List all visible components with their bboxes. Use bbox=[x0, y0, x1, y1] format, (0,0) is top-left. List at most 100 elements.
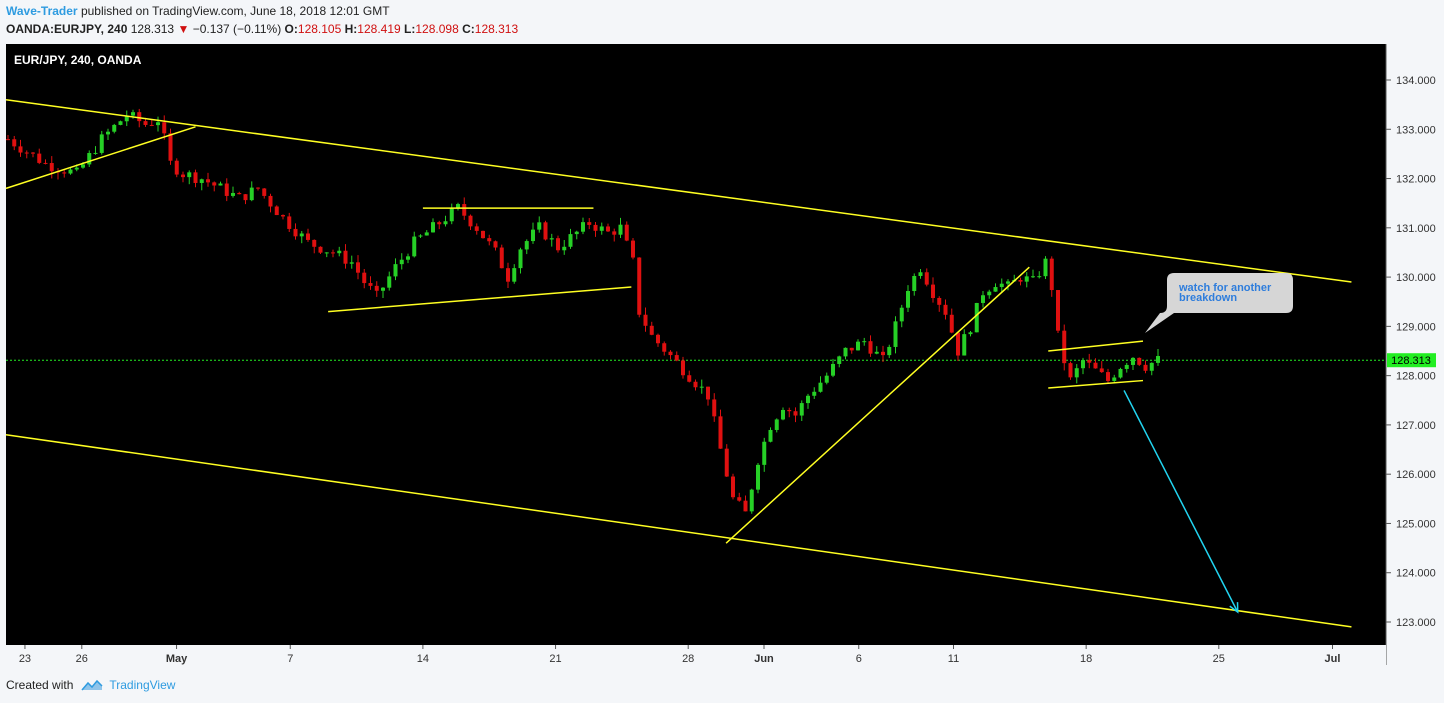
candle-body bbox=[637, 257, 642, 315]
annotation-callout[interactable]: watch for another breakdown bbox=[1145, 273, 1293, 333]
candle-body bbox=[512, 268, 517, 282]
candle-body bbox=[837, 356, 842, 364]
candle-body bbox=[856, 341, 860, 351]
author-link[interactable]: Wave-Trader bbox=[6, 4, 78, 18]
candle-body bbox=[756, 464, 760, 490]
candle-body bbox=[149, 124, 154, 126]
candle-body bbox=[1031, 276, 1035, 278]
candle-body bbox=[218, 183, 223, 186]
candle-body bbox=[1006, 281, 1010, 284]
candle-body bbox=[1156, 356, 1160, 363]
candle-body bbox=[812, 391, 817, 396]
candle-body bbox=[1137, 357, 1142, 365]
candle-body bbox=[549, 238, 554, 240]
trend-line[interactable] bbox=[5, 98, 1352, 283]
candle-body bbox=[1043, 258, 1048, 277]
candle-body bbox=[156, 122, 160, 126]
candle-body bbox=[643, 314, 648, 326]
last-price: 128.313 bbox=[130, 22, 175, 36]
candle-body bbox=[181, 174, 185, 178]
candle-body bbox=[706, 386, 710, 400]
candle-body bbox=[1143, 364, 1148, 371]
candle-body bbox=[49, 163, 54, 172]
candle-body bbox=[137, 112, 142, 122]
candle-body bbox=[999, 283, 1004, 288]
candle-body bbox=[881, 351, 885, 356]
x-tick-label: 7 bbox=[287, 653, 293, 665]
candle-body bbox=[824, 375, 829, 383]
plot-area[interactable] bbox=[6, 44, 1386, 665]
candle-body bbox=[462, 204, 467, 216]
created-with-label: Created with bbox=[6, 678, 74, 692]
candle-body bbox=[724, 448, 729, 477]
candle-body bbox=[274, 206, 279, 216]
y-tick-label: 125.000 bbox=[1396, 518, 1436, 530]
y-tick-label: 128.000 bbox=[1396, 371, 1436, 383]
candle-body bbox=[949, 314, 954, 333]
x-tick-label: 25 bbox=[1213, 653, 1225, 665]
x-tick-label: 23 bbox=[19, 653, 31, 665]
candle-body bbox=[343, 250, 348, 264]
candle-body bbox=[37, 153, 42, 163]
candle-body bbox=[112, 124, 117, 132]
candle-body bbox=[93, 152, 98, 154]
candle-body bbox=[568, 234, 573, 247]
candle-body bbox=[106, 131, 110, 135]
candle-body bbox=[168, 133, 173, 161]
trend-line[interactable] bbox=[5, 126, 196, 190]
trend-line[interactable] bbox=[1048, 340, 1144, 352]
trend-line[interactable] bbox=[5, 434, 1352, 628]
time-axis[interactable] bbox=[6, 645, 1386, 665]
candle-body bbox=[587, 222, 592, 225]
candle-body bbox=[487, 238, 492, 242]
trend-line[interactable] bbox=[1048, 379, 1144, 389]
open-value: 128.105 bbox=[297, 22, 342, 36]
candle-body bbox=[262, 188, 267, 196]
candle-body bbox=[331, 252, 335, 254]
candle-body bbox=[624, 224, 629, 241]
candle-body bbox=[787, 409, 792, 412]
candle-body bbox=[268, 195, 273, 207]
candle-body bbox=[618, 224, 623, 235]
candle-body bbox=[993, 287, 998, 292]
candle-body bbox=[118, 121, 123, 125]
candle-body bbox=[31, 152, 35, 154]
candle-body bbox=[99, 134, 104, 153]
candle-body bbox=[743, 500, 748, 512]
current-price-tag: 128.313 bbox=[1387, 353, 1436, 368]
candle-body bbox=[981, 295, 985, 303]
candle-body bbox=[699, 386, 704, 388]
candle-body bbox=[356, 262, 360, 273]
candle-body bbox=[256, 187, 260, 189]
candle-body bbox=[468, 215, 473, 227]
candle-body bbox=[74, 167, 79, 170]
close-value: 128.313 bbox=[474, 22, 519, 36]
candle-body bbox=[849, 347, 854, 351]
candle-body bbox=[1074, 368, 1079, 378]
y-tick-label: 124.000 bbox=[1396, 568, 1436, 580]
x-tick-label: 14 bbox=[417, 653, 429, 665]
candle-body bbox=[387, 276, 392, 288]
candle-body bbox=[12, 139, 17, 147]
down-arrow-icon: ▼ bbox=[177, 22, 190, 36]
candle-body bbox=[987, 291, 992, 296]
candle-body bbox=[843, 347, 848, 357]
candle-body bbox=[212, 182, 217, 186]
candle-body bbox=[656, 334, 660, 344]
tradingview-link[interactable]: TradingView bbox=[109, 678, 176, 692]
candle-body bbox=[481, 230, 485, 239]
candle-body bbox=[18, 146, 23, 153]
candle-body bbox=[324, 252, 329, 254]
trend-line[interactable] bbox=[725, 266, 1030, 544]
candle-body bbox=[1149, 362, 1154, 371]
chart-title: EUR/JPY, 240, OANDA bbox=[14, 53, 142, 67]
close-label: C: bbox=[462, 22, 475, 36]
candle-body bbox=[199, 179, 204, 183]
trend-line[interactable] bbox=[328, 286, 632, 313]
candle-body bbox=[1124, 364, 1129, 369]
candle-body bbox=[1099, 368, 1104, 373]
candle-body bbox=[506, 268, 510, 282]
candle-body bbox=[731, 476, 735, 498]
projection-arrow[interactable] bbox=[1123, 390, 1239, 613]
